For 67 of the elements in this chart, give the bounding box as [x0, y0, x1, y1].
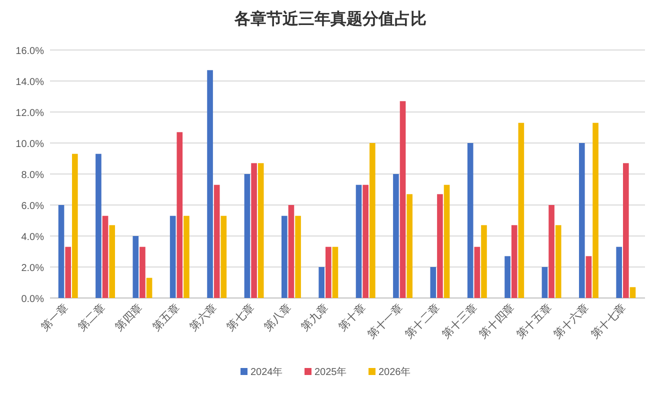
bar — [281, 216, 288, 298]
bar — [251, 163, 257, 298]
x-tick-label: 第七章 — [224, 300, 257, 334]
bar — [258, 163, 264, 298]
bar — [96, 154, 102, 298]
bar — [244, 174, 250, 298]
bar — [481, 225, 487, 298]
bar — [132, 236, 139, 298]
bar — [370, 143, 376, 298]
bar — [102, 216, 108, 298]
bar — [332, 246, 338, 298]
bar — [430, 267, 436, 298]
bar — [622, 163, 629, 298]
bar — [467, 143, 474, 298]
x-tick-label: 第二章 — [75, 300, 108, 334]
chart-title: 各章节近三年真题分值占比 — [234, 10, 426, 28]
bar — [65, 246, 72, 298]
x-tick-label: 第八章 — [261, 300, 294, 334]
bar — [362, 184, 369, 298]
legend-label: 2024年 — [250, 366, 283, 378]
y-tick-label: 2.0% — [21, 263, 44, 274]
y-tick-label: 8.0% — [21, 170, 44, 181]
y-tick-label: 14.0% — [16, 77, 44, 88]
bar — [437, 194, 443, 298]
bar — [474, 246, 480, 298]
bar — [176, 132, 183, 298]
y-tick-label: 12.0% — [16, 108, 44, 119]
bar — [592, 122, 598, 298]
bar — [586, 256, 592, 298]
x-tick-label: 第六章 — [186, 300, 220, 334]
x-tick-label: 第四章 — [112, 300, 146, 334]
bar — [555, 225, 562, 298]
y-tick-label: 16.0% — [16, 46, 44, 57]
x-tick-label: 第五章 — [150, 300, 182, 334]
bar — [184, 216, 190, 298]
bar — [214, 184, 220, 298]
y-tick-label: 4.0% — [21, 232, 44, 243]
legend-label: 2025年 — [314, 366, 347, 378]
legend-label: 2026年 — [378, 366, 411, 378]
bar — [518, 122, 524, 298]
bar — [58, 205, 64, 298]
bar — [504, 256, 510, 298]
bar — [578, 143, 585, 298]
bar — [400, 101, 406, 298]
bar — [318, 267, 324, 298]
bar — [548, 205, 554, 298]
bar — [146, 278, 152, 298]
bar — [288, 205, 294, 298]
bar — [325, 246, 332, 298]
bar — [170, 216, 176, 298]
bar — [220, 216, 227, 298]
x-tick-label: 第九章 — [298, 300, 332, 334]
bar — [295, 216, 301, 298]
bar — [444, 184, 450, 298]
y-tick-label: 10.0% — [16, 139, 44, 150]
bar — [542, 267, 548, 298]
bar — [630, 287, 636, 298]
bar — [406, 194, 413, 298]
y-tick-label: 6.0% — [21, 201, 44, 212]
bar — [616, 246, 622, 298]
bar — [393, 174, 399, 298]
bar — [72, 154, 78, 298]
bar — [356, 184, 362, 298]
bar — [511, 225, 518, 298]
bar — [109, 225, 116, 298]
bar — [140, 246, 146, 298]
bar — [207, 70, 213, 298]
